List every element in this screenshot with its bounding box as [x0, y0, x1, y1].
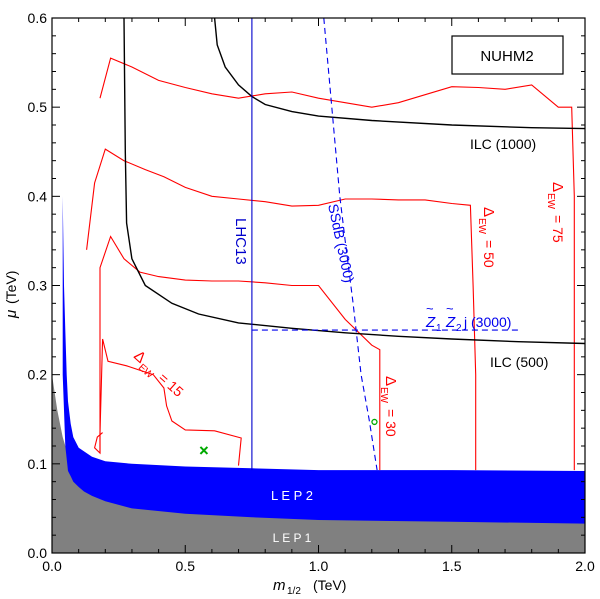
- x-axis-unit: (TeV): [313, 577, 346, 593]
- title-box-label: NUHM2: [480, 48, 533, 65]
- series-ilc-4: [213, 18, 585, 130]
- y-tick-label: 0.6: [28, 10, 48, 26]
- z2-subscript: 2: [456, 323, 462, 334]
- ew30-value: = 30: [383, 409, 399, 437]
- ew50-sub: EW: [476, 218, 487, 235]
- ilc1000-label: ILC (1000): [470, 136, 536, 152]
- marker-layer: [199, 418, 378, 455]
- y-axis-label: μ (TeV): [3, 271, 20, 319]
- ew75-delta: Δ: [549, 182, 566, 192]
- x-axis-symbol: m: [273, 577, 286, 594]
- y-axis-unit: (TeV): [3, 271, 19, 304]
- series-ew-1: [93, 235, 381, 471]
- ew30-label: Δ EW = 30: [378, 376, 399, 437]
- series-ew-0: [99, 338, 242, 466]
- series-ew-3: [99, 57, 575, 471]
- x-tick-label: 1.0: [309, 558, 329, 574]
- z1-tilde: ~: [426, 301, 434, 316]
- lep2-region: [62, 18, 585, 524]
- z2-symbol: Z: [445, 314, 456, 331]
- title-box: [451, 35, 564, 75]
- z1-subscript: 1: [436, 323, 442, 334]
- x-tick-label: 0.5: [176, 558, 196, 574]
- series-layer: [86, 18, 585, 471]
- y-tick-label: 0.4: [28, 188, 48, 204]
- x-tick-label: 0.0: [42, 558, 62, 574]
- ticks-layer: 0.0 0.5 1.0 1.5 2.0 0.0 0.1 0.2 0.3 0.4 0.5 0.6: [28, 10, 595, 574]
- ilc500-label: ILC (500): [490, 354, 548, 370]
- plot-area: [52, 18, 585, 553]
- ew75-value: = 75: [550, 215, 566, 243]
- ew50-value: = 50: [481, 240, 497, 268]
- z1-symbol: Z: [425, 314, 436, 331]
- x-tick-label: 2.0: [575, 558, 595, 574]
- y-tick-label: 0.3: [28, 278, 48, 294]
- ew30-delta: Δ: [382, 376, 399, 386]
- z1z2j-label: ~ Z 1 ~ Z 2 j (3000): [425, 301, 511, 334]
- lep1-label: L E P 1: [273, 531, 312, 545]
- series-ew-2: [86, 148, 477, 471]
- benchmark-star: [199, 446, 209, 455]
- y-tick-label: 0.1: [28, 456, 48, 472]
- ew75-label: Δ EW = 75: [545, 182, 566, 243]
- ew30-sub: EW: [378, 387, 389, 404]
- series-ilc-5: [123, 18, 585, 345]
- x-axis-subscript: 1/2: [287, 586, 301, 597]
- benchmark-circle: [371, 418, 378, 426]
- lhc13-label: LHC13: [232, 218, 249, 265]
- ew50-label: Δ EW = 50: [476, 207, 497, 268]
- x-tick-label: 1.5: [442, 558, 462, 574]
- lep2-label: L E P 2: [271, 488, 313, 503]
- series-ssdb-7: [323, 18, 378, 471]
- x-axis-label: m 1/2 (TeV): [273, 577, 346, 597]
- ew75-sub: EW: [545, 193, 556, 210]
- y-tick-label: 0.5: [28, 99, 48, 115]
- z2-tilde: ~: [446, 301, 454, 316]
- y-tick-label: 0.0: [28, 545, 48, 561]
- y-tick-label: 0.2: [28, 367, 48, 383]
- ew50-delta: Δ: [480, 207, 497, 217]
- z1z2j-suffix: j (3000): [463, 314, 511, 330]
- y-axis-symbol: μ: [3, 310, 20, 319]
